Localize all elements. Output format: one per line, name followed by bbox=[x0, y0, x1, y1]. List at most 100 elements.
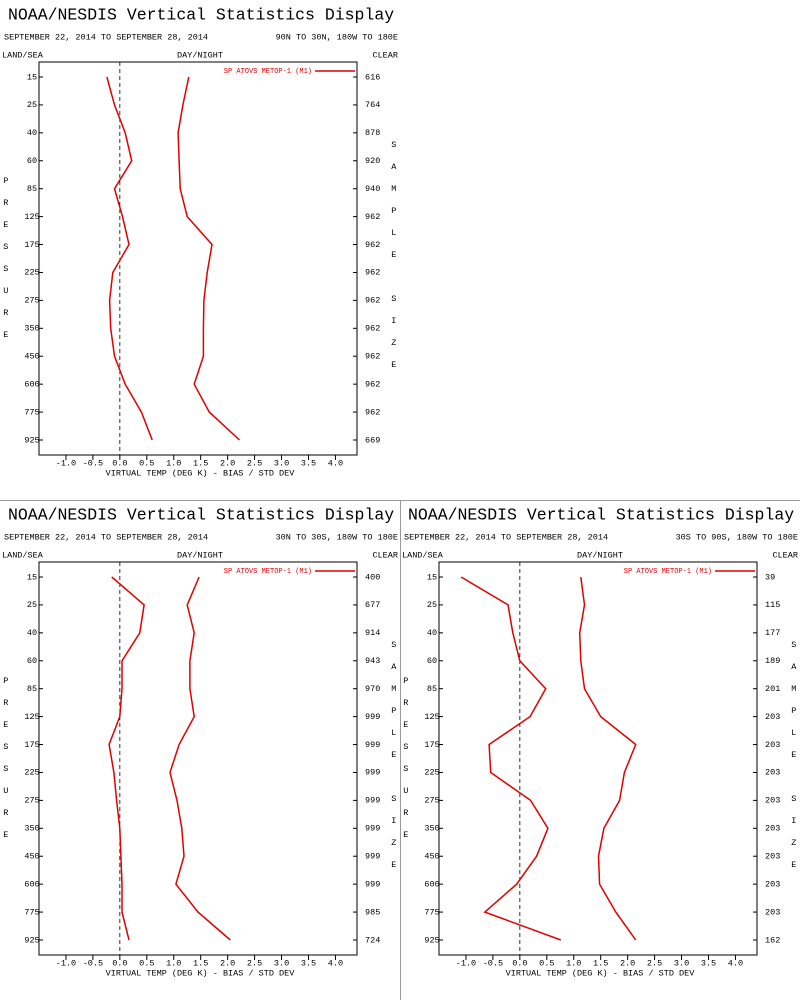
x-tick-label: -0.5 bbox=[83, 958, 103, 968]
x-axis-label: VIRTUAL TEMP (DEG K) - BIAS / STD DEV bbox=[106, 468, 296, 478]
sample-size: 203 bbox=[765, 851, 780, 861]
y-tick-label: 450 bbox=[24, 851, 39, 861]
panel-title: NOAA/NESDIS Vertical Statistics Display bbox=[8, 505, 394, 524]
sample-size: 203 bbox=[765, 907, 780, 917]
clear: CLEAR bbox=[372, 50, 398, 60]
x-tick-label: 1.0 bbox=[566, 958, 581, 968]
sample-size: 616 bbox=[365, 72, 380, 82]
y-tick-label: 600 bbox=[24, 879, 39, 889]
x-tick-label: 2.0 bbox=[220, 958, 235, 968]
y-axis-label: PRESSURE bbox=[1, 676, 11, 852]
x-tick-label: 4.0 bbox=[728, 958, 743, 968]
y-tick-label: 60 bbox=[27, 656, 37, 666]
plot-frame bbox=[38, 61, 358, 456]
sample-size: 203 bbox=[765, 824, 780, 834]
y-tick-label: 15 bbox=[427, 572, 437, 582]
x-tick-label: 3.5 bbox=[301, 958, 316, 968]
x-tick-label: 1.5 bbox=[593, 958, 608, 968]
sample-size: 999 bbox=[365, 740, 380, 750]
x-axis-label: VIRTUAL TEMP (DEG K) - BIAS / STD DEV bbox=[106, 968, 296, 978]
sample-size: 999 bbox=[365, 712, 380, 722]
series-line bbox=[460, 576, 562, 941]
legend-label: SP ATOVS METOP-1 (M1) bbox=[224, 68, 312, 76]
clear: CLEAR bbox=[772, 550, 798, 560]
series-line bbox=[169, 576, 231, 941]
x-tick-label: 2.5 bbox=[647, 958, 662, 968]
sample-size: 962 bbox=[365, 351, 380, 361]
x-tick-label: -1.0 bbox=[56, 958, 76, 968]
y-tick-label: 25 bbox=[27, 600, 37, 610]
y-tick-label: 85 bbox=[427, 684, 437, 694]
y-tick-label: 925 bbox=[24, 435, 39, 445]
sample-size: 999 bbox=[365, 824, 380, 834]
panel: NOAA/NESDIS Vertical Statistics Display S… bbox=[1, 505, 399, 978]
legend-label: SP ATOVS METOP-1 (M1) bbox=[624, 568, 712, 576]
sample-size: 999 bbox=[365, 879, 380, 889]
clear: CLEAR bbox=[372, 550, 398, 560]
land-sea: LAND/SEA bbox=[2, 550, 44, 560]
y-tick-label: 925 bbox=[24, 935, 39, 945]
day-night: DAY/NIGHT bbox=[577, 550, 623, 560]
x-tick-label: 0.5 bbox=[539, 958, 554, 968]
sample-size: 962 bbox=[365, 212, 380, 222]
subtitle: SEPTEMBER 22, 2014 TO SEPTEMBER 28, 2014 bbox=[4, 532, 208, 542]
sample-size: 203 bbox=[765, 712, 780, 722]
sample-size: 203 bbox=[765, 768, 780, 778]
region: 30N TO 30S, 180W TO 180E bbox=[276, 532, 398, 542]
x-tick-label: -0.5 bbox=[483, 958, 503, 968]
sample-size: 962 bbox=[365, 296, 380, 306]
y-tick-label: 225 bbox=[424, 768, 439, 778]
x-tick-label: 0.5 bbox=[139, 458, 154, 468]
sample-size: 914 bbox=[365, 628, 380, 638]
x-tick-label: 0.5 bbox=[139, 958, 154, 968]
region: 30S TO 90S, 180W TO 180E bbox=[676, 532, 798, 542]
y-tick-label: 60 bbox=[427, 656, 437, 666]
y-tick-label: 40 bbox=[427, 628, 437, 638]
subtitle: SEPTEMBER 22, 2014 TO SEPTEMBER 28, 2014 bbox=[4, 32, 208, 42]
y-tick-label: 40 bbox=[27, 128, 37, 138]
x-tick-label: 1.0 bbox=[166, 958, 181, 968]
panel: NOAA/NESDIS Vertical Statistics Display S… bbox=[401, 505, 799, 978]
sample-size: 920 bbox=[365, 156, 380, 166]
y-tick-label: 175 bbox=[24, 740, 39, 750]
x-tick-label: 2.0 bbox=[220, 458, 235, 468]
y-tick-label: 25 bbox=[427, 600, 437, 610]
x-tick-label: 3.5 bbox=[701, 958, 716, 968]
y-tick-label: 40 bbox=[27, 628, 37, 638]
plot-frame bbox=[38, 561, 358, 956]
y-tick-label: 450 bbox=[424, 851, 439, 861]
series-line bbox=[108, 576, 145, 941]
sample-size: 203 bbox=[765, 740, 780, 750]
sample-size: 962 bbox=[365, 268, 380, 278]
sample-size: 724 bbox=[365, 935, 380, 945]
sample-size: 115 bbox=[765, 600, 780, 610]
y-tick-label: 600 bbox=[24, 379, 39, 389]
x-axis-label: VIRTUAL TEMP (DEG K) - BIAS / STD DEV bbox=[506, 968, 696, 978]
x-tick-label: 1.0 bbox=[166, 458, 181, 468]
y-tick-label: 15 bbox=[27, 572, 37, 582]
sample-size: 999 bbox=[365, 768, 380, 778]
x-tick-label: 0.0 bbox=[112, 958, 127, 968]
y-tick-label: 275 bbox=[24, 296, 39, 306]
sample-size: 962 bbox=[365, 407, 380, 417]
sample-size: 940 bbox=[365, 184, 380, 194]
land-sea: LAND/SEA bbox=[402, 550, 444, 560]
y-tick-label: 125 bbox=[24, 712, 39, 722]
sample-size: 400 bbox=[365, 572, 380, 582]
y2-axis-label: SAMPLE SIZE bbox=[389, 140, 399, 382]
y-tick-label: 85 bbox=[27, 684, 37, 694]
y-tick-label: 775 bbox=[24, 407, 39, 417]
sample-size: 162 bbox=[765, 935, 780, 945]
y-tick-label: 225 bbox=[24, 268, 39, 278]
plot-frame bbox=[438, 561, 758, 956]
x-tick-label: -0.5 bbox=[83, 458, 103, 468]
sample-size: 985 bbox=[365, 907, 380, 917]
series-line bbox=[578, 576, 637, 941]
sample-size: 39 bbox=[765, 572, 775, 582]
x-tick-label: 2.5 bbox=[247, 458, 262, 468]
y2-axis-label: SAMPLE SIZE bbox=[789, 640, 799, 882]
y-tick-label: 15 bbox=[27, 72, 37, 82]
x-tick-label: 4.0 bbox=[328, 458, 343, 468]
subtitle: SEPTEMBER 22, 2014 TO SEPTEMBER 28, 2014 bbox=[404, 532, 608, 542]
